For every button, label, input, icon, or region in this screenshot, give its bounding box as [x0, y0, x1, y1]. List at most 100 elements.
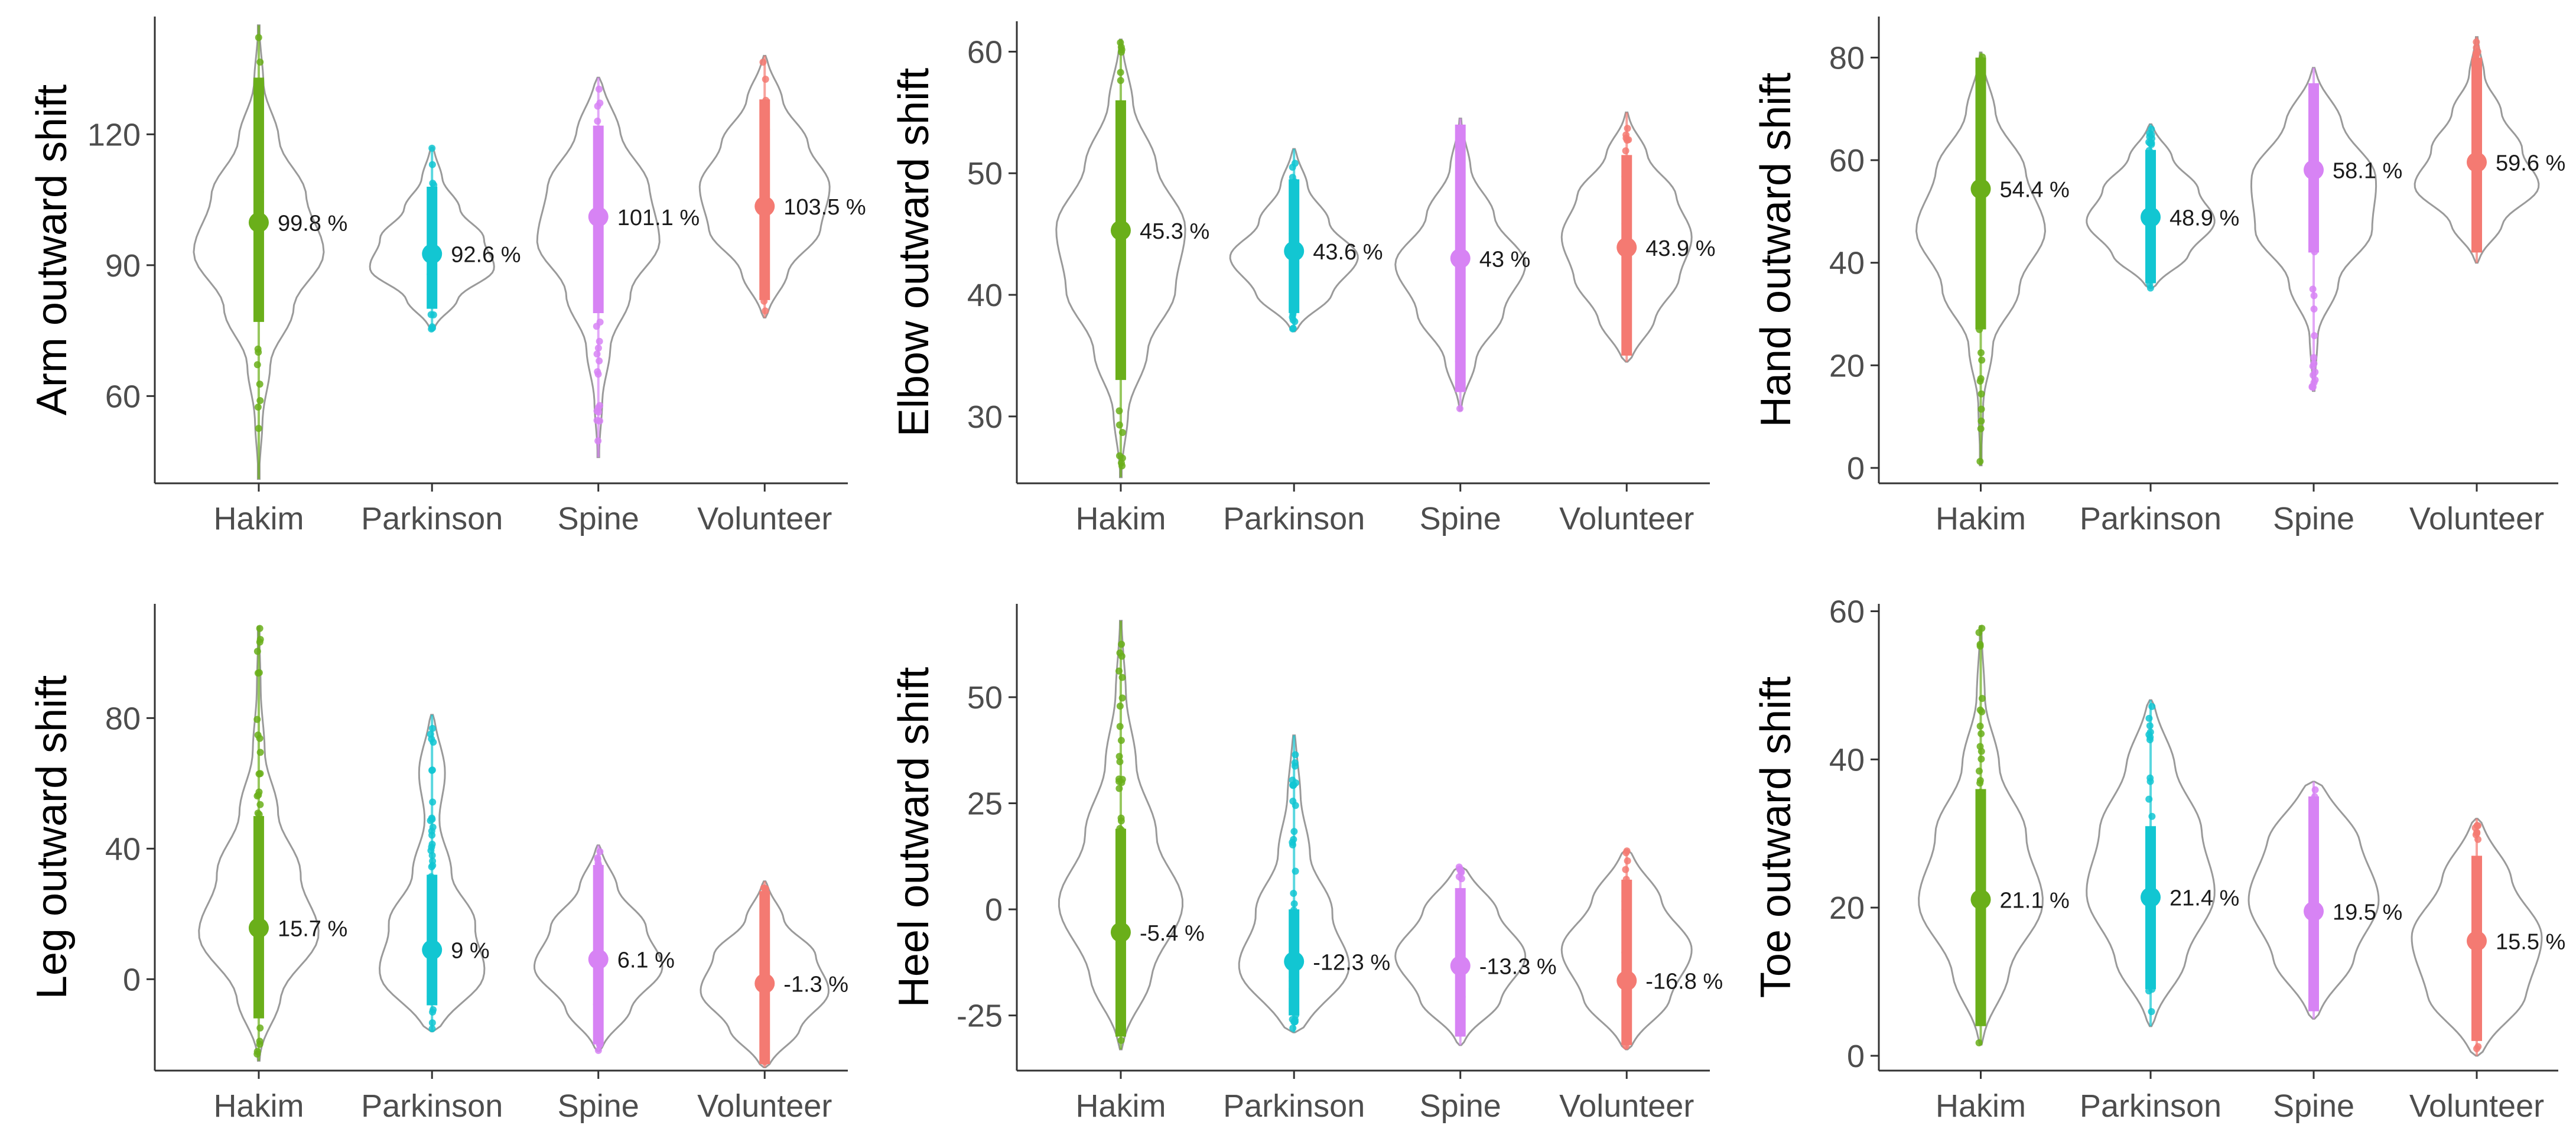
data-point-hakim [1118, 640, 1126, 648]
data-point-hakim [1117, 1036, 1125, 1044]
mean-point-spine [588, 949, 609, 970]
data-point-spine [594, 368, 601, 376]
mean-point-volunteer [2467, 152, 2487, 173]
data-point-hakim [1976, 642, 1984, 650]
data-point-volunteer [1624, 857, 1631, 864]
data-point-parkinson [428, 161, 436, 168]
mean-label-parkinson: -12.3 % [1313, 950, 1390, 975]
data-point-volunteer [762, 307, 769, 315]
data-point-parkinson [2145, 138, 2153, 146]
data-point-parkinson [429, 823, 437, 831]
mean-label-spine: 101.1 % [617, 206, 700, 230]
data-point-spine [2310, 292, 2318, 300]
data-point-parkinson [2145, 795, 2153, 803]
mean-point-parkinson [422, 243, 443, 264]
x-tick-label-hakim: Hakim [1936, 1088, 2026, 1124]
x-tick-label-hakim: Hakim [213, 501, 304, 536]
y-tick-label: 50 [967, 156, 1003, 191]
data-point-spine [2310, 305, 2318, 313]
mean-label-parkinson: 21.4 % [2170, 886, 2239, 911]
data-point-parkinson [1289, 841, 1297, 849]
data-point-spine [594, 117, 601, 125]
x-tick-label-hakim: Hakim [1075, 1088, 1166, 1124]
data-point-parkinson [428, 863, 435, 871]
y-tick-label: 40 [105, 831, 141, 867]
data-point-hakim [1977, 405, 1985, 413]
x-tick-label-parkinson: Parkinson [361, 1088, 503, 1124]
data-point-parkinson [2148, 125, 2155, 133]
data-point-parkinson [428, 840, 436, 848]
data-point-hakim [253, 1051, 261, 1058]
data-point-parkinson [428, 144, 436, 152]
mean-point-parkinson [2141, 207, 2161, 227]
data-point-hakim [1977, 425, 1985, 432]
data-point-hakim [1977, 375, 1985, 382]
data-point-hakim [256, 380, 264, 388]
mean-point-hakim [248, 918, 269, 938]
x-tick-label-parkinson: Parkinson [361, 501, 503, 536]
data-point-volunteer [2473, 1045, 2481, 1052]
y-tick-label: 60 [1829, 594, 1865, 630]
mean-label-parkinson: 9 % [451, 939, 489, 964]
y-tick-label: 60 [105, 379, 141, 414]
data-point-hakim [1117, 77, 1124, 84]
data-point-hakim [255, 425, 262, 432]
data-point-volunteer [1622, 849, 1630, 857]
y-tick-label: 40 [967, 278, 1003, 313]
panel-toe-outward-shift: 0 20 40 60 Toe outward shift Hakim Parkinson Sp… [1752, 594, 2565, 1124]
data-point-spine [2308, 383, 2316, 391]
data-point-hakim [256, 734, 264, 742]
mean-point-hakim [1970, 178, 1991, 199]
data-point-parkinson [1291, 762, 1299, 770]
mean-point-parkinson [1284, 951, 1305, 972]
y-tick-label: 120 [87, 117, 141, 152]
x-tick-label-volunteer: Volunteer [2409, 1088, 2544, 1124]
data-point-spine [596, 357, 603, 365]
data-point-parkinson [1290, 1018, 1298, 1026]
mean-label-volunteer: -16.8 % [1645, 970, 1723, 994]
data-point-hakim [1976, 777, 1984, 785]
mean-point-spine [1450, 248, 1471, 269]
data-point-spine [596, 318, 604, 326]
data-point-parkinson [428, 815, 436, 823]
x-tick-label-volunteer: Volunteer [1559, 1088, 1694, 1124]
mean-point-hakim [1110, 922, 1131, 942]
x-tick-label-volunteer: Volunteer [697, 1088, 832, 1124]
data-point-parkinson [2148, 812, 2156, 820]
data-point-hakim [1117, 69, 1124, 76]
data-point-spine [596, 99, 604, 107]
data-point-hakim [1118, 674, 1126, 681]
data-point-hakim [1975, 629, 1983, 636]
mean-label-spine: 43 % [1479, 247, 1531, 272]
data-point-hakim [1116, 758, 1124, 766]
data-point-hakim [254, 345, 262, 353]
data-point-parkinson [1292, 867, 1299, 875]
data-point-spine [593, 350, 601, 358]
data-point-volunteer [1622, 134, 1630, 142]
mean-point-spine [1450, 955, 1471, 976]
y-tick-label: 80 [1829, 40, 1865, 76]
data-point-hakim [1115, 753, 1123, 760]
y-tick-label: 40 [1829, 246, 1865, 281]
data-point-parkinson [429, 798, 437, 806]
y-tick-label: 30 [967, 399, 1003, 435]
data-point-hakim [255, 34, 262, 41]
data-point-volunteer [1622, 866, 1629, 873]
data-point-parkinson [1292, 779, 1300, 787]
data-point-hakim [256, 625, 264, 632]
data-point-hakim [256, 749, 264, 756]
mean-label-hakim: 45.3 % [1140, 219, 1209, 244]
x-tick-label-hakim: Hakim [1075, 501, 1166, 536]
y-tick-label: 0 [1847, 451, 1865, 486]
mean-label-volunteer: 103.5 % [783, 195, 866, 220]
data-point-parkinson [2148, 703, 2156, 710]
data-point-parkinson [2146, 729, 2154, 736]
violin-spine [2248, 780, 2380, 1020]
data-point-hakim [253, 716, 261, 723]
x-tick-label-parkinson: Parkinson [1223, 1088, 1365, 1124]
data-point-spine [1455, 873, 1463, 880]
mean-point-hakim [248, 212, 269, 233]
data-point-hakim [1115, 421, 1123, 429]
mean-label-volunteer: -1.3 % [783, 972, 848, 997]
x-tick-label-volunteer: Volunteer [2409, 501, 2544, 536]
